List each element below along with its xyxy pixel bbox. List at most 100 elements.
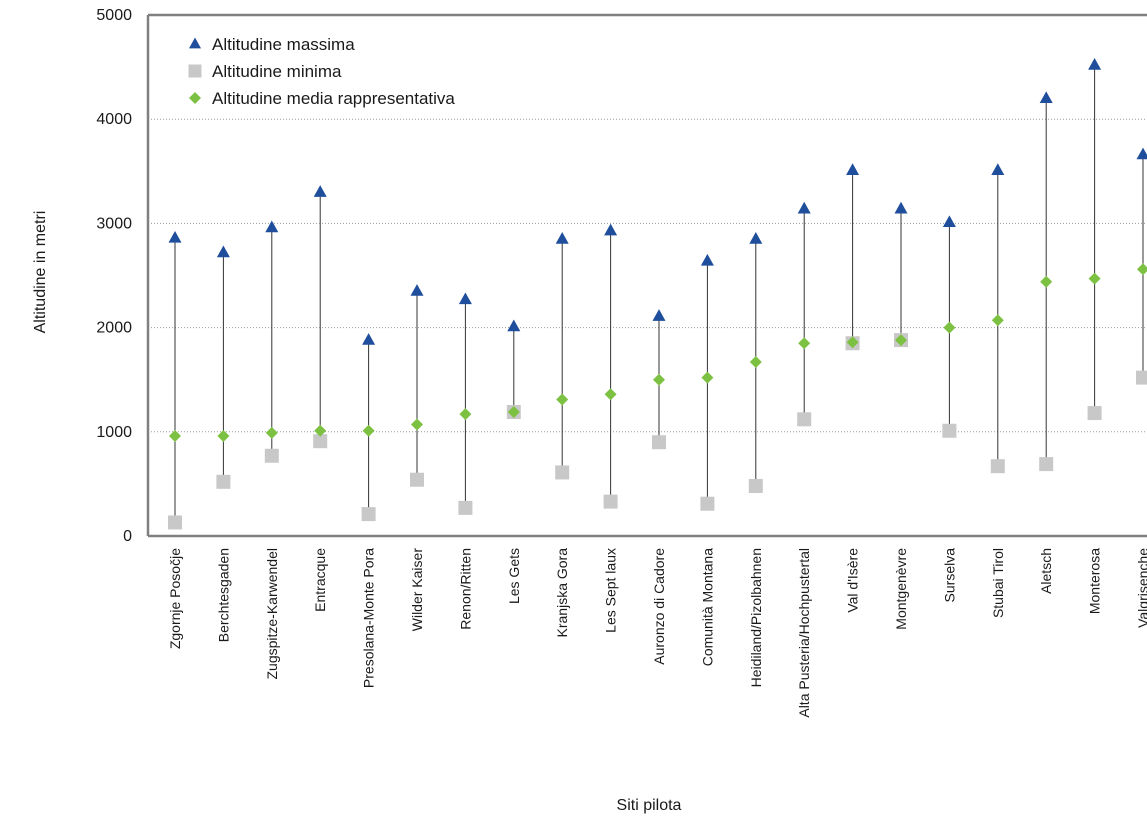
median-point bbox=[798, 337, 811, 350]
legend: Altitudine massima Altitudine minima Altit… bbox=[188, 35, 455, 108]
max-point bbox=[313, 185, 327, 197]
x-tick-label: Surselva bbox=[941, 548, 957, 603]
median-point bbox=[362, 424, 375, 437]
median-point bbox=[846, 336, 859, 349]
min-point bbox=[313, 434, 328, 449]
min-point bbox=[797, 412, 812, 427]
x-tick-label: Stubai Tirol bbox=[990, 548, 1006, 618]
x-tick-label: Monterosa bbox=[1087, 548, 1103, 614]
min-point bbox=[216, 474, 231, 489]
range-lines bbox=[174, 65, 1144, 523]
legend-label: Altitudine media rappresentativa bbox=[212, 89, 455, 108]
x-tick-label: Renon/Ritten bbox=[457, 548, 473, 630]
max-point bbox=[846, 163, 860, 175]
y-tick-label: 1000 bbox=[96, 424, 132, 441]
median-point bbox=[217, 429, 230, 442]
max-point bbox=[942, 215, 956, 228]
legend-label: Altitudine massima bbox=[212, 35, 355, 54]
median-point bbox=[1088, 272, 1101, 285]
y-axis-ticks: 0 1000 2000 3000 4000 5000 bbox=[96, 7, 132, 545]
max-point bbox=[1088, 57, 1102, 70]
median-point bbox=[556, 393, 569, 406]
median-point bbox=[604, 388, 617, 401]
max-point bbox=[216, 245, 230, 258]
y-tick-label: 5000 bbox=[96, 7, 132, 24]
x-axis-title: Siti pilota bbox=[617, 797, 682, 814]
max-point bbox=[507, 319, 521, 332]
min-point bbox=[700, 496, 715, 511]
legend-marker bbox=[188, 64, 202, 78]
x-tick-label: Berchtesgaden bbox=[215, 548, 231, 642]
median-point bbox=[1040, 275, 1053, 288]
min-point bbox=[652, 435, 666, 450]
max-point bbox=[749, 232, 763, 244]
median-point bbox=[411, 418, 423, 431]
median-point bbox=[507, 406, 520, 419]
legend-label: Altitudine minima bbox=[212, 62, 342, 81]
min-point bbox=[168, 515, 182, 530]
x-tick-label: Kranjska Gora bbox=[554, 548, 570, 638]
median-point bbox=[1137, 263, 1147, 276]
y-tick-label: 3000 bbox=[96, 215, 132, 232]
max-point bbox=[362, 333, 376, 345]
x-tick-label: Zugspitze-Karwendel bbox=[264, 548, 280, 680]
median-point bbox=[749, 355, 762, 368]
max-point bbox=[458, 292, 472, 305]
min-point bbox=[942, 423, 957, 438]
x-tick-label: Les Gets bbox=[506, 548, 522, 604]
x-tick-label: Heidiland/Pizolbahnen bbox=[748, 548, 764, 687]
x-tick-label: Zgornje Posočje bbox=[167, 548, 183, 649]
y-tick-label: 2000 bbox=[96, 320, 132, 337]
x-tick-label: Alta Pusteria/Hochpustertal bbox=[796, 548, 812, 718]
x-axis-ticks: Zgornje Posočje Berchtesgaden Zugspitze-Ka… bbox=[167, 548, 1147, 718]
min-point bbox=[1039, 457, 1054, 472]
x-tick-label: Valgrisenche bbox=[1135, 548, 1147, 628]
legend-marker bbox=[189, 92, 201, 104]
x-tick-label: Val d'Isère bbox=[845, 548, 861, 613]
min-point bbox=[410, 472, 424, 487]
max-point bbox=[410, 284, 424, 296]
median-point bbox=[265, 426, 278, 439]
plot-frame bbox=[146, 13, 1147, 538]
median-point bbox=[943, 321, 956, 334]
median-point bbox=[169, 429, 181, 442]
min-point bbox=[990, 459, 1005, 474]
median-point bbox=[314, 424, 327, 437]
x-tick-label: Presolana-Monte Pora bbox=[361, 548, 377, 688]
x-tick-label: Entracque bbox=[312, 548, 328, 612]
max-point bbox=[1039, 91, 1053, 104]
median-point bbox=[895, 334, 907, 347]
min-point bbox=[748, 478, 763, 493]
y-axis-title: Altitudine in metri bbox=[32, 211, 49, 334]
median-point bbox=[653, 373, 665, 386]
max-point bbox=[894, 201, 908, 214]
max-point bbox=[1136, 147, 1147, 160]
median-point bbox=[701, 371, 714, 384]
x-tick-label: Les Sept laux bbox=[603, 548, 619, 633]
data-points bbox=[168, 57, 1147, 530]
min-point bbox=[1136, 370, 1147, 385]
median-point bbox=[991, 314, 1004, 327]
min-point bbox=[264, 448, 279, 463]
x-tick-label: Montgenèvre bbox=[893, 548, 909, 630]
min-point bbox=[361, 507, 376, 522]
min-point bbox=[458, 500, 473, 515]
median-point bbox=[459, 408, 472, 421]
x-tick-label: Auronzo di Cadore bbox=[651, 548, 667, 665]
x-tick-label: Wilder Kaiser bbox=[409, 548, 425, 632]
max-point bbox=[168, 230, 182, 243]
max-point bbox=[265, 220, 279, 233]
x-tick-label: Comunità Montana bbox=[699, 548, 715, 667]
min-point bbox=[1087, 406, 1102, 421]
y-tick-label: 4000 bbox=[96, 111, 132, 128]
max-point bbox=[604, 223, 618, 236]
max-point bbox=[991, 163, 1005, 175]
legend-marker bbox=[189, 37, 201, 49]
max-point bbox=[555, 232, 569, 244]
max-point bbox=[700, 253, 714, 266]
min-point bbox=[603, 494, 618, 509]
x-tick-label: Aletsch bbox=[1038, 548, 1054, 594]
max-point bbox=[797, 201, 811, 214]
max-point bbox=[652, 309, 666, 321]
